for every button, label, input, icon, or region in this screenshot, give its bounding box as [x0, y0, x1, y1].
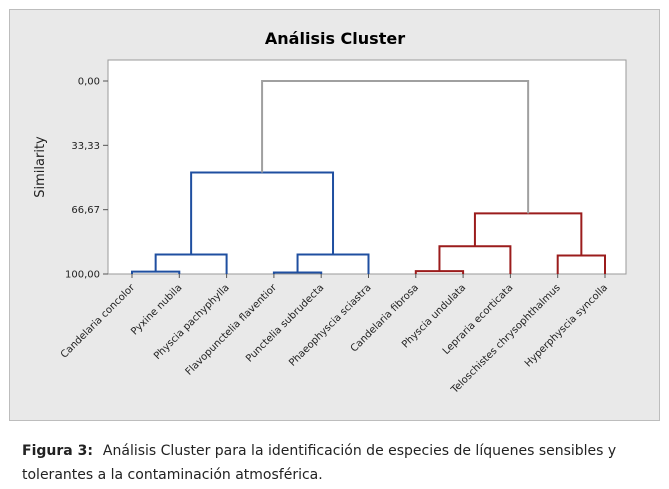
figure-caption: Figura 3: Análisis Cluster para la identi…: [22, 439, 662, 487]
caption-text: Análisis Cluster para la identificación …: [22, 443, 617, 483]
leaf-label: Flavopunctelia flaventior: [184, 282, 280, 378]
y-tick-label: 0,00: [78, 77, 100, 88]
caption-label: Figura 3:: [22, 443, 93, 459]
leaf-label: Punctelia subrudecta: [244, 282, 326, 364]
leaf-label: Hyperphyscia syncolla: [523, 282, 610, 369]
dendrogram-link-m10: [261, 80, 530, 214]
y-axis-ticks: 0,00 33,33 66,67 100,00: [65, 77, 108, 281]
y-tick-label: 100,00: [65, 270, 100, 281]
leaf-label: Phaeophyscia sciastra: [287, 282, 373, 368]
y-axis-label: Similarity: [33, 136, 48, 198]
y-tick-label: 33,33: [71, 141, 100, 152]
dendrogram-links: [131, 80, 606, 274]
dendrogram-chart: Análisis Cluster Similarity 0,00 33,33 66,…: [33, 29, 627, 396]
leaf-label: Candelaria concolor: [59, 282, 138, 361]
plot-area: [107, 59, 627, 275]
chart-title: Análisis Cluster: [265, 29, 405, 48]
y-tick-label: 66,67: [71, 205, 100, 216]
